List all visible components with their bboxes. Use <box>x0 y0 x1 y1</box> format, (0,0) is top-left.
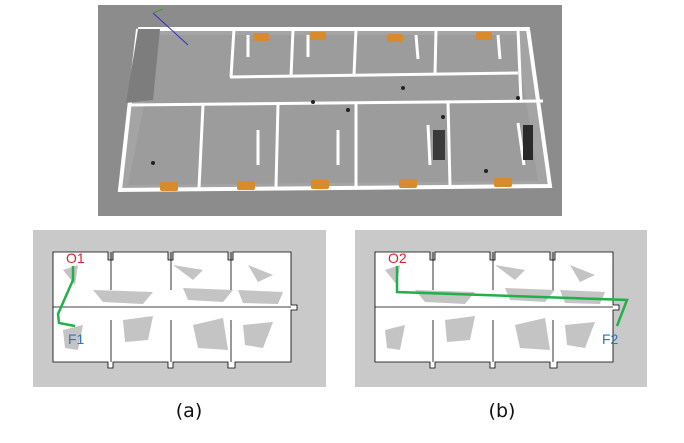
simulation-render <box>98 5 562 216</box>
caption-b: (b) <box>488 400 516 422</box>
path-line <box>395 266 629 327</box>
occupancy-map-a: O1 F1 <box>33 230 326 387</box>
goal-label: F2 <box>602 331 619 347</box>
origin-label: O1 <box>66 250 85 266</box>
map-b-svg: O2 F2 <box>355 230 647 387</box>
path-line <box>56 266 76 328</box>
simulation-view <box>98 5 562 216</box>
caption-a: (a) <box>175 400 203 422</box>
goal-label: F1 <box>68 331 85 347</box>
origin-label: O2 <box>388 250 407 266</box>
occupancy-map-b: O2 F2 <box>355 230 647 387</box>
map-a-svg: O1 F1 <box>33 230 326 387</box>
